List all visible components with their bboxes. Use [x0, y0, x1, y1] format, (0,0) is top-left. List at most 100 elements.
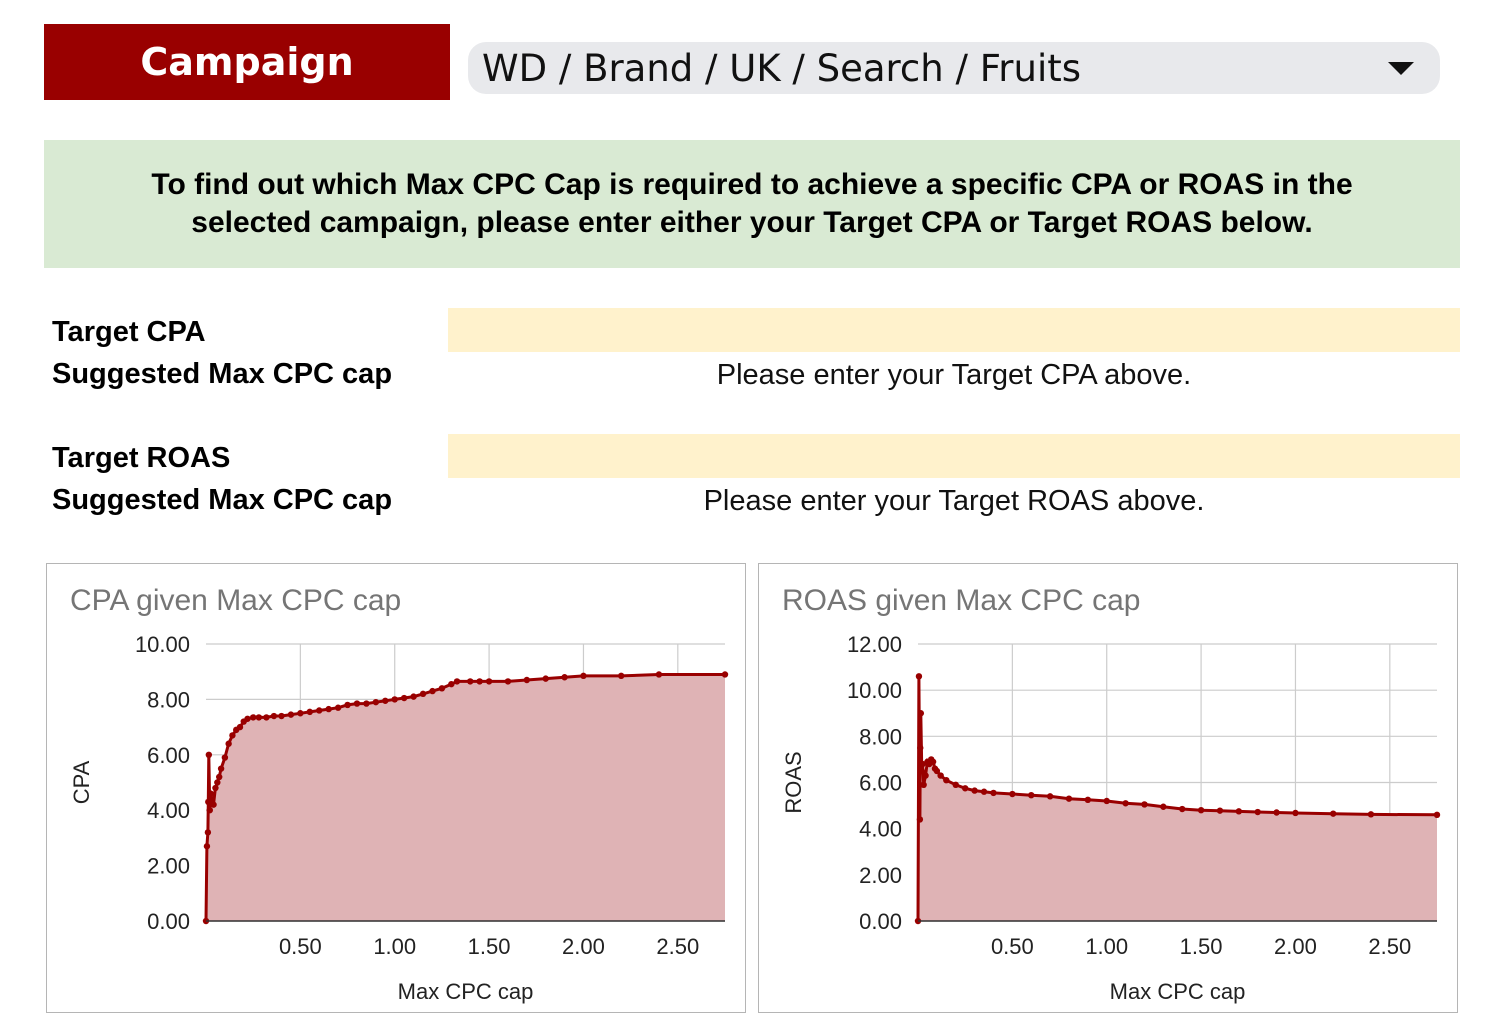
- roas-data-point: [1273, 809, 1280, 816]
- suggested-roas-message: Please enter your Target ROAS above.: [703, 485, 1205, 517]
- roas-data-point: [952, 781, 959, 789]
- cpa-y-tick-label: 2.00: [147, 854, 190, 879]
- suggested-roas-label: Suggested Max CPC cap: [52, 484, 393, 516]
- target-roas-label: Target ROAS: [52, 442, 231, 474]
- info-banner: To find out which Max CPC Cap is require…: [44, 140, 1460, 268]
- cpa-data-point: [287, 711, 295, 718]
- cpa-data-point: [216, 773, 223, 781]
- roas-data-point: [1103, 797, 1110, 805]
- roas-data-point: [943, 776, 950, 784]
- cpa-data-point: [353, 700, 361, 707]
- cpa-x-tick-label: 1.50: [468, 934, 511, 959]
- cpa-y-axis-title: CPA: [69, 760, 94, 804]
- roas-data-point: [917, 744, 924, 752]
- cpa-data-point: [206, 807, 213, 814]
- cpa-x-tick-label: 2.50: [656, 934, 699, 959]
- cpa-data-point: [655, 671, 663, 678]
- cpa-data-point: [212, 784, 219, 792]
- roas-data-point: [1084, 796, 1092, 804]
- cpa-data-point: [255, 714, 263, 721]
- campaign-label: Campaign: [44, 24, 450, 100]
- roas-chart-title: ROAS given Max CPC cap: [782, 584, 1141, 617]
- cpa-data-point: [561, 674, 568, 681]
- cpa-chart: CPA given Max CPC cap 0.00 2.00 4.00 6.00 8.…: [46, 563, 746, 1013]
- cpa-series-area: [206, 674, 725, 921]
- roas-series-area: [918, 676, 1437, 921]
- roas-x-axis-title: Max CPC cap: [1110, 979, 1246, 1004]
- cpa-x-tick-label: 0.50: [279, 934, 322, 959]
- cpa-data-point: [580, 672, 587, 680]
- roas-x-tick-label: 2.00: [1274, 934, 1317, 959]
- roas-data-point: [918, 767, 925, 775]
- roas-data-point: [920, 781, 927, 789]
- cpa-data-point: [214, 779, 221, 786]
- target-cpa-input[interactable]: [448, 308, 1460, 352]
- roas-y-tick-label: 6.00: [859, 771, 902, 796]
- target-roas-input[interactable]: [448, 434, 1460, 478]
- cpa-data-point: [467, 678, 474, 685]
- roas-data-point: [961, 785, 969, 792]
- cpa-data-point: [229, 732, 236, 739]
- cpa-data-point: [618, 672, 625, 680]
- roas-y-tick-label: 4.00: [859, 817, 902, 842]
- roas-data-point: [917, 710, 925, 717]
- cpa-chart-svg: 0.00 2.00 4.00 6.00 8.00 10.00 0.50 1.00 1.50 2.0…: [69, 632, 729, 1004]
- roas-data-point: [1046, 793, 1054, 800]
- cpa-x-tick-label: 1.00: [373, 934, 416, 959]
- roas-data-point: [1009, 790, 1016, 798]
- cpa-data-point: [217, 765, 225, 772]
- cpa-data-point: [476, 678, 483, 685]
- cpa-y-tick-label: 10.00: [135, 632, 190, 657]
- cpa-data-point: [325, 705, 332, 713]
- campaign-dropdown[interactable]: WD / Brand / UK / Search / Fruits: [468, 42, 1440, 94]
- cpa-data-point: [410, 693, 417, 700]
- campaign-selected-value: WD / Brand / UK / Search / Fruits: [482, 46, 1082, 90]
- roas-data-point: [933, 767, 941, 775]
- cpa-y-tick-label: 4.00: [147, 798, 190, 823]
- cpa-data-point: [429, 687, 436, 695]
- suggested-cpa-message: Please enter your Target CPA above.: [716, 359, 1192, 391]
- cpa-data-point: [316, 707, 323, 714]
- cpa-y-tick-label: 0.00: [147, 909, 190, 934]
- cpa-data-point: [391, 696, 398, 703]
- cpa-data-point: [203, 843, 211, 850]
- cpa-x-axis-title: Max CPC cap: [398, 979, 534, 1004]
- roas-y-tick-label: 10.00: [847, 678, 902, 703]
- roas-data-point: [1433, 811, 1441, 819]
- cpa-data-point: [363, 700, 370, 707]
- cpa-data-point: [448, 680, 455, 688]
- cpa-data-point: [400, 694, 408, 702]
- roas-y-tick-label: 0.00: [859, 909, 902, 934]
- roas-data-point: [1292, 809, 1299, 817]
- cpa-data-point: [334, 704, 342, 711]
- roas-data-point: [922, 772, 929, 779]
- caret-down-icon[interactable]: [1388, 62, 1414, 75]
- cpa-data-point: [721, 671, 729, 678]
- cpa-data-point: [221, 754, 229, 761]
- info-banner-text: To find out which Max CPC Cap is require…: [151, 168, 1353, 239]
- roas-data-point: [1197, 807, 1205, 814]
- cpa-data-point: [210, 801, 217, 808]
- cpa-data-point: [207, 790, 214, 797]
- roas-data-point: [937, 772, 944, 779]
- roas-data-point: [916, 816, 924, 823]
- roas-data-point: [1141, 801, 1148, 808]
- cpa-data-point: [504, 678, 512, 685]
- cpa-data-point: [306, 708, 313, 716]
- cpa-data-point: [204, 829, 212, 836]
- cpa-chart-title: CPA given Max CPC cap: [70, 584, 402, 617]
- cpa-data-point: [344, 701, 351, 709]
- roas-data-point: [980, 788, 988, 795]
- roas-data-point: [1367, 811, 1375, 818]
- roas-x-tick-label: 1.50: [1180, 934, 1223, 959]
- cpa-x-tick-label: 2.00: [562, 934, 605, 959]
- cpa-data-point: [372, 698, 380, 706]
- roas-chart-svg: 0.00 2.00 4.00 6.00 8.00 10.00 12.00 0.50 1.00 1.…: [781, 632, 1441, 1004]
- cpa-data-point: [249, 714, 257, 721]
- cpa-data-point: [244, 715, 251, 722]
- roas-data-point: [971, 787, 978, 794]
- cpa-data-point: [236, 723, 244, 731]
- cpa-data-point: [270, 712, 278, 720]
- roas-data-point: [1065, 795, 1073, 802]
- cpa-data-point: [382, 697, 389, 704]
